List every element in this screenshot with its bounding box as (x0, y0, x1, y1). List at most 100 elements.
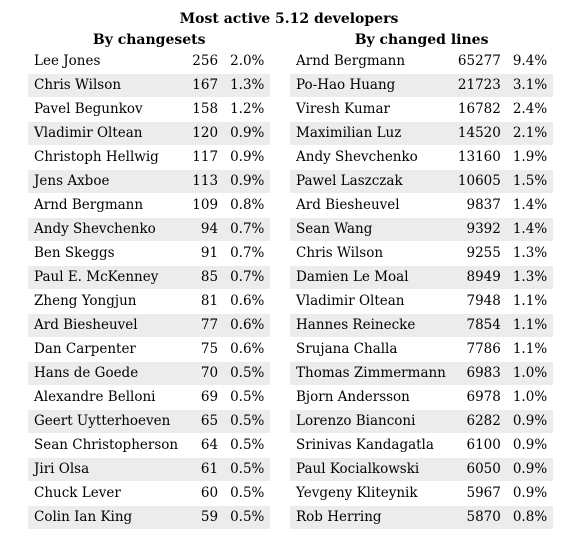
developer-name: Yevgeny Kliteynik (290, 482, 452, 506)
table-row: Vladimir Oltean 120 0.9% (28, 122, 270, 146)
changed-lines-header: By changed lines (290, 30, 553, 50)
developer-count: 9392 (452, 218, 507, 242)
developer-count: 9837 (452, 194, 507, 218)
developer-count: 91 (184, 242, 224, 266)
developer-name: Ard Biesheuvel (290, 194, 452, 218)
developer-count: 8949 (452, 266, 507, 290)
developer-name: Colin Ian King (28, 506, 184, 530)
table-row: Colin Ian King 59 0.5% (28, 506, 270, 530)
developer-name: Dan Carpenter (28, 338, 184, 362)
table-row: Damien Le Moal 8949 1.3% (290, 266, 553, 290)
developer-percent: 0.5% (224, 434, 270, 458)
table-row: Paul E. McKenney 85 0.7% (28, 266, 270, 290)
developer-count: 109 (184, 194, 224, 218)
page-title: Most active 5.12 developers (0, 10, 578, 28)
developer-percent: 1.0% (507, 386, 553, 410)
table-row: Christoph Hellwig 117 0.9% (28, 146, 270, 170)
table-row: Pavel Begunkov 158 1.2% (28, 98, 270, 122)
changesets-table: By changesets Lee Jones 256 2.0% Chris Wils… (28, 30, 270, 530)
developer-name: Srujana Challa (290, 338, 452, 362)
developer-name: Jens Axboe (28, 170, 184, 194)
developer-name: Lorenzo Bianconi (290, 410, 452, 434)
developer-percent: 0.6% (224, 338, 270, 362)
developer-name: Viresh Kumar (290, 98, 452, 122)
developer-name: Hans de Goede (28, 362, 184, 386)
changesets-header: By changesets (28, 30, 270, 50)
developer-percent: 0.7% (224, 218, 270, 242)
table-row: Andy Shevchenko 94 0.7% (28, 218, 270, 242)
developer-name: Lee Jones (28, 50, 184, 74)
table-row: Jiri Olsa 61 0.5% (28, 458, 270, 482)
table-row: Jens Axboe 113 0.9% (28, 170, 270, 194)
developer-percent: 1.4% (507, 194, 553, 218)
developer-percent: 0.9% (224, 170, 270, 194)
developer-count: 13160 (452, 146, 507, 170)
developer-count: 60 (184, 482, 224, 506)
developer-count: 21723 (452, 74, 507, 98)
developer-name: Chris Wilson (290, 242, 452, 266)
developer-percent: 1.3% (507, 242, 553, 266)
developer-percent: 0.9% (507, 410, 553, 434)
developer-percent: 0.8% (224, 194, 270, 218)
developer-percent: 0.7% (224, 266, 270, 290)
developer-percent: 0.6% (224, 290, 270, 314)
developer-percent: 0.6% (224, 314, 270, 338)
developer-percent: 0.7% (224, 242, 270, 266)
developer-name: Ben Skeggs (28, 242, 184, 266)
developer-percent: 0.5% (224, 482, 270, 506)
developer-percent: 1.3% (507, 266, 553, 290)
developer-percent: 9.4% (507, 50, 553, 74)
table-row: Viresh Kumar 16782 2.4% (290, 98, 553, 122)
developer-percent: 0.9% (507, 458, 553, 482)
developer-percent: 1.2% (224, 98, 270, 122)
developer-percent: 0.9% (224, 122, 270, 146)
developer-count: 10605 (452, 170, 507, 194)
table-row: Chuck Lever 60 0.5% (28, 482, 270, 506)
developer-percent: 1.4% (507, 218, 553, 242)
developer-name: Geert Uytterhoeven (28, 410, 184, 434)
developer-name: Arnd Bergmann (290, 50, 452, 74)
developer-name: Vladimir Oltean (290, 290, 452, 314)
table-row: Ard Biesheuvel 77 0.6% (28, 314, 270, 338)
developer-percent: 0.5% (224, 410, 270, 434)
developer-count: 6282 (452, 410, 507, 434)
developer-name: Sean Christopherson (28, 434, 184, 458)
table-row: Bjorn Andersson 6978 1.0% (290, 386, 553, 410)
developer-name: Andy Shevchenko (290, 146, 452, 170)
developer-name: Paul E. McKenney (28, 266, 184, 290)
developer-name: Pavel Begunkov (28, 98, 184, 122)
developer-count: 113 (184, 170, 224, 194)
table-row: Po-Hao Huang 21723 3.1% (290, 74, 553, 98)
developer-count: 94 (184, 218, 224, 242)
table-row: Ben Skeggs 91 0.7% (28, 242, 270, 266)
developer-percent: 1.1% (507, 338, 553, 362)
developer-count: 16782 (452, 98, 507, 122)
developer-count: 6983 (452, 362, 507, 386)
developer-count: 167 (184, 74, 224, 98)
developer-name: Damien Le Moal (290, 266, 452, 290)
developer-percent: 0.5% (224, 458, 270, 482)
developer-count: 61 (184, 458, 224, 482)
table-row: Alexandre Belloni 69 0.5% (28, 386, 270, 410)
developer-name: Zheng Yongjun (28, 290, 184, 314)
developer-name: Chris Wilson (28, 74, 184, 98)
developer-name: Ard Biesheuvel (28, 314, 184, 338)
developer-count: 7786 (452, 338, 507, 362)
developer-name: Chuck Lever (28, 482, 184, 506)
developer-count: 69 (184, 386, 224, 410)
table-row: Lorenzo Bianconi 6282 0.9% (290, 410, 553, 434)
developer-percent: 0.9% (507, 434, 553, 458)
table-row: Dan Carpenter 75 0.6% (28, 338, 270, 362)
developer-name: Rob Herring (290, 506, 452, 530)
developer-count: 75 (184, 338, 224, 362)
table-row: Lee Jones 256 2.0% (28, 50, 270, 74)
table-row: Hannes Reinecke 7854 1.1% (290, 314, 553, 338)
table-row: Sean Christopherson 64 0.5% (28, 434, 270, 458)
developer-count: 64 (184, 434, 224, 458)
developer-percent: 0.9% (224, 146, 270, 170)
developer-count: 7948 (452, 290, 507, 314)
developer-count: 117 (184, 146, 224, 170)
developer-percent: 3.1% (507, 74, 553, 98)
changed-lines-table-body: Arnd Bergmann 65277 9.4% Po-Hao Huang 21723 3… (290, 50, 553, 530)
table-row: Zheng Yongjun 81 0.6% (28, 290, 270, 314)
